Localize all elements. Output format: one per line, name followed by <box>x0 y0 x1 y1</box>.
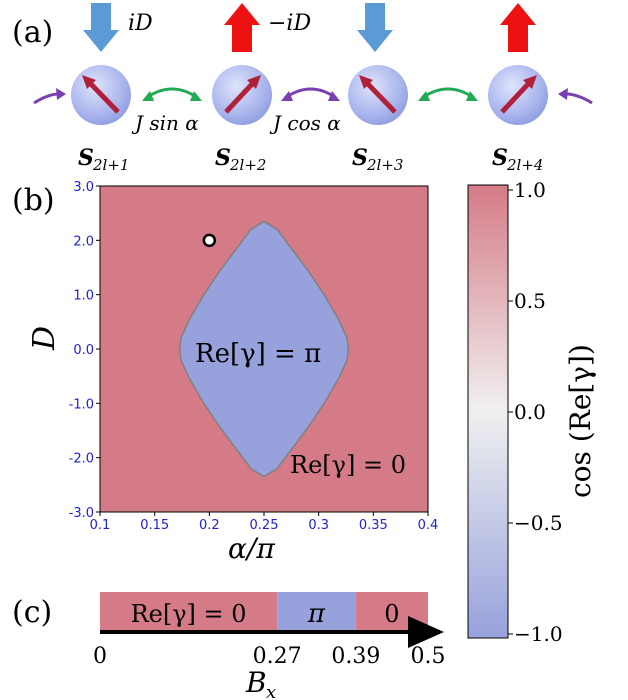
x-axis-ticks: 0.1 0.15 0.2 0.25 0.3 0.35 0.4 <box>90 512 439 533</box>
region-zero-label: Re[γ] = 0 <box>290 451 406 479</box>
y-tick-label: 2.0 <box>73 234 94 249</box>
panel-b: (b) Re[γ] = π Re[γ] = 0 0.1 0.15 0.2 0.25 0.… <box>12 180 438 565</box>
bx-axis-label: B x <box>245 666 276 700</box>
colorbar-gradient <box>467 184 509 639</box>
svg-text:2l+2: 2l+2 <box>229 156 266 174</box>
colorbar-tick-label: −0.5 <box>514 511 563 535</box>
spin-arrow-2 <box>224 75 261 114</box>
bx-phase-segment <box>277 592 356 632</box>
bx-tick-label: 0.5 <box>411 644 446 669</box>
field-arrow-up-4 <box>500 3 536 52</box>
y-tick-label: -3.0 <box>69 506 94 521</box>
svg-text:S: S <box>78 145 94 171</box>
bx-phase-segment-label: Re[γ] = 0 <box>131 600 247 628</box>
parameter-marker <box>202 233 217 248</box>
x-tick-label: 0.4 <box>418 518 439 533</box>
y-axis-ticks: 3.0 2.0 1.0 0.0 -1.0 -2.0 -3.0 <box>69 180 100 521</box>
colorbar-tick-label: 1.0 <box>514 178 546 202</box>
colorbar-label: cos (Re[γ]) <box>564 344 597 498</box>
panel-a: (a) iD −iD <box>12 3 593 174</box>
spin-label-1: S 2l+1 <box>78 145 129 174</box>
colorbar-tick-label: −1.0 <box>514 622 563 646</box>
svg-text:2l+4: 2l+4 <box>506 156 543 174</box>
field-label-minus-iD: −iD <box>268 11 311 36</box>
bx-phase-segment <box>100 592 278 632</box>
spin-label-2: S 2l+2 <box>215 145 266 174</box>
coupling-arc-left-purple <box>33 88 66 105</box>
phase-pi-region <box>179 220 349 478</box>
x-tick-label: 0.3 <box>308 518 329 533</box>
spin-label-4: S 2l+4 <box>492 145 543 174</box>
coupling-label-jsin: J sin α <box>131 111 199 135</box>
x-tick-label: 0.2 <box>199 518 220 533</box>
svg-text:2l+3: 2l+3 <box>366 156 403 174</box>
x-tick-label: 0.25 <box>250 518 279 533</box>
y-tick-label: -2.0 <box>69 452 94 467</box>
coupling-arc-green-3 <box>418 87 478 101</box>
y-tick-label: 0.0 <box>73 343 94 358</box>
coupling-arc-right-purple <box>558 88 593 105</box>
spin-arrow-4 <box>500 75 537 114</box>
panel-c-label: (c) <box>12 595 52 630</box>
svg-text:S: S <box>492 145 508 171</box>
spin-arrow-3 <box>359 75 397 114</box>
colorbar: 1.0 0.5 0.0 −0.5 −1.0 cos (Re[γ]) <box>467 178 597 646</box>
region-pi-label: Re[γ] = π <box>195 339 321 369</box>
bx-phase-segment-label: 0 <box>384 600 399 628</box>
svg-text:S: S <box>215 145 231 171</box>
y-axis-label: D <box>27 326 62 351</box>
field-arrow-up-2 <box>224 3 260 52</box>
panel-a-label: (a) <box>12 15 53 50</box>
bx-tick-label: 0 <box>93 644 107 669</box>
svg-text:x: x <box>266 682 276 700</box>
bx-phase-segment-label: π <box>307 599 326 629</box>
spin-arrow-1 <box>82 75 120 114</box>
x-axis-label: α/π <box>228 532 275 565</box>
coupling-arc-green-1 <box>142 87 202 101</box>
spin-label-3: S 2l+3 <box>352 145 403 174</box>
field-arrow-down-3 <box>357 3 393 52</box>
bx-tick-label: 0.39 <box>331 644 380 669</box>
y-tick-label: -1.0 <box>69 397 94 412</box>
field-arrow-down-1 <box>83 3 119 52</box>
panel-b-label: (b) <box>12 183 55 218</box>
y-tick-label: 3.0 <box>73 180 94 195</box>
field-label-iD: iD <box>128 11 153 36</box>
panel-c: (c) Re[γ] = 0 π 0 0 0.27 0.39 0.5 B x <box>12 592 446 700</box>
svg-text:B: B <box>245 666 267 699</box>
colorbar-tick-label: 0.5 <box>514 289 546 313</box>
bx-axis-ticks: 0 0.27 0.39 0.5 <box>93 644 446 669</box>
colorbar-tick-label: 0.0 <box>514 400 546 424</box>
coupling-label-jcos: J cos α <box>269 111 341 135</box>
x-tick-label: 0.35 <box>359 518 388 533</box>
svg-text:S: S <box>352 145 368 171</box>
y-tick-label: 1.0 <box>73 289 94 304</box>
x-tick-label: 0.1 <box>90 518 111 533</box>
colorbar-ticks: 1.0 0.5 0.0 −0.5 −1.0 <box>508 178 563 646</box>
bx-phase-bar: Re[γ] = 0 π 0 <box>100 592 428 632</box>
svg-text:2l+1: 2l+1 <box>92 156 129 174</box>
coupling-arc-purple-2 <box>281 87 340 101</box>
x-tick-label: 0.15 <box>140 518 169 533</box>
bx-tick-label: 0.27 <box>253 644 302 669</box>
